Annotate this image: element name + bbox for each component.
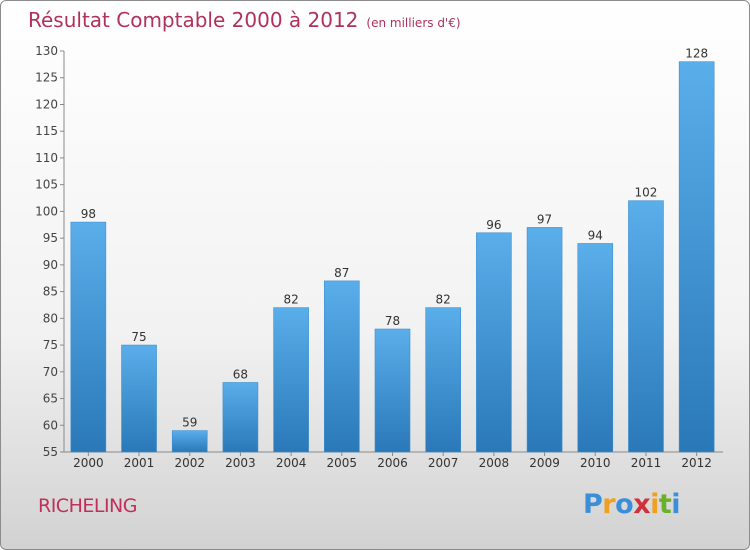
x-tick-label-2011: 2011 — [631, 456, 662, 470]
y-tick-label: 80 — [43, 311, 58, 325]
bar-2005 — [324, 280, 360, 453]
bar-2003 — [222, 382, 259, 453]
y-tick-label: 130 — [35, 44, 58, 58]
data-label-2001: 75 — [131, 330, 146, 344]
bar-2012 — [678, 61, 715, 453]
data-label-2008: 96 — [486, 218, 501, 232]
commune-name: RICHELING — [38, 495, 138, 517]
y-tick-label: 65 — [43, 392, 58, 406]
data-label-2000: 98 — [81, 207, 96, 221]
logo-letter: i — [650, 489, 659, 520]
data-labels: 98 75 59 68 82 87 78 82 96 97 94 102 128 — [81, 47, 708, 430]
x-tick-label-2005: 2005 — [327, 456, 358, 470]
y-tick-label: 110 — [35, 151, 58, 165]
y-tick-label: 90 — [43, 258, 58, 272]
data-label-2012: 128 — [685, 47, 708, 61]
y-tick-label: 100 — [35, 204, 58, 218]
x-tick-label-2006: 2006 — [377, 456, 408, 470]
logo-letter: t — [658, 489, 672, 520]
x-tick-label-2012: 2012 — [681, 456, 712, 470]
chart-title: Résultat Comptable 2000 à 2012 (en millie… — [28, 8, 461, 32]
data-label-2007: 82 — [436, 293, 451, 307]
y-tick-label: 60 — [43, 418, 58, 432]
bar-2006 — [374, 328, 411, 453]
chart-title-text: Résultat Comptable 2000 à 2012 — [28, 8, 359, 32]
bar-2009 — [526, 227, 563, 453]
logo-letter: x — [633, 489, 651, 520]
chart-unit: (en milliers d'€) — [366, 16, 461, 30]
x-axis: 2000 2001 2002 2003 2004 2005 2006 2007 2008 2009… — [73, 452, 712, 470]
bar-2002 — [171, 430, 208, 453]
logo-letter: r — [602, 489, 616, 520]
x-tick-label-2007: 2007 — [428, 456, 459, 470]
data-label-2009: 97 — [537, 212, 552, 226]
y-tick-label: 70 — [43, 365, 58, 379]
y-axis: 55 60 65 70 75 80 85 90 95 100 105 110 115 120 125 130 — [35, 44, 723, 459]
logo-letter: o — [615, 489, 634, 520]
data-label-2005: 87 — [334, 266, 349, 280]
data-label-2010: 94 — [588, 228, 603, 242]
y-tick-label: 105 — [35, 178, 58, 192]
x-tick-label-2000: 2000 — [73, 456, 104, 470]
x-tick-label-2003: 2003 — [225, 456, 256, 470]
x-tick-label-2009: 2009 — [529, 456, 560, 470]
bar-2004 — [273, 307, 309, 453]
logo-letter: i — [671, 489, 681, 520]
data-label-2011: 102 — [635, 186, 658, 200]
x-tick-label-2008: 2008 — [479, 456, 510, 470]
data-label-2002: 59 — [182, 416, 197, 430]
logo-letter: P — [583, 489, 603, 520]
x-tick-label-2001: 2001 — [124, 456, 155, 470]
data-label-2003: 68 — [233, 367, 248, 381]
bars — [70, 61, 715, 453]
x-tick-label-2004: 2004 — [276, 456, 307, 470]
proxiti-logo: Proxiti — [583, 489, 681, 520]
y-tick-label: 120 — [35, 97, 58, 111]
y-tick-label: 125 — [35, 71, 58, 85]
y-tick-label: 75 — [43, 338, 58, 352]
data-label-2004: 82 — [283, 293, 298, 307]
bar-2011 — [628, 200, 664, 453]
y-tick-label: 85 — [43, 285, 58, 299]
bar-2010 — [577, 243, 614, 453]
bar-2001 — [121, 344, 157, 453]
bar-2008 — [476, 232, 512, 453]
bar-2000 — [70, 221, 107, 453]
y-tick-label: 55 — [43, 445, 58, 459]
y-tick-label: 95 — [43, 231, 58, 245]
data-label-2006: 78 — [385, 314, 400, 328]
x-tick-label-2010: 2010 — [580, 456, 611, 470]
bar-2007 — [425, 307, 461, 453]
y-tick-label: 115 — [35, 124, 58, 138]
x-tick-label-2002: 2002 — [174, 456, 205, 470]
